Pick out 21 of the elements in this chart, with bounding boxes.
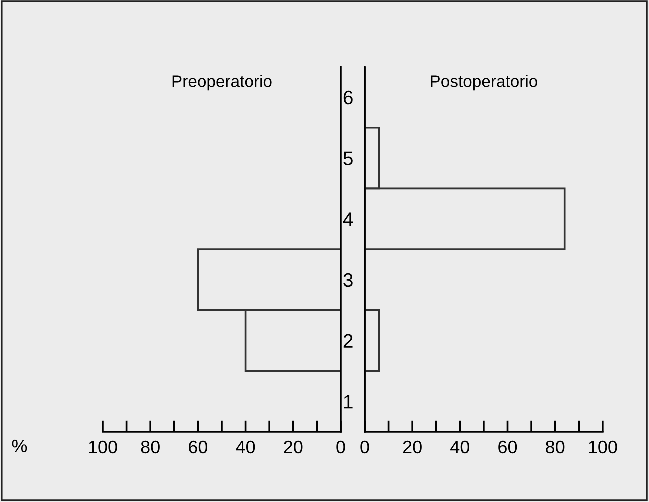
y-tick-label: 2 xyxy=(344,334,353,348)
x-tick-label: 80 xyxy=(141,440,160,454)
x-tick-label: 100 xyxy=(89,440,118,454)
x-tick-label: 80 xyxy=(546,440,565,454)
x-axis-title: % xyxy=(12,440,28,453)
x-tick-label: 0 xyxy=(360,440,370,454)
x-tick-label: 100 xyxy=(589,440,618,454)
x-tick-label: 20 xyxy=(284,440,303,454)
x-tick-label: 0 xyxy=(336,440,346,454)
x-tick-label: 20 xyxy=(403,440,422,454)
y-tick-label: 1 xyxy=(344,395,353,409)
y-tick-label: 4 xyxy=(343,212,354,226)
x-tick-label: 40 xyxy=(450,440,470,454)
y-tick-label: 6 xyxy=(344,90,353,105)
y-tick-label: 5 xyxy=(344,152,353,166)
x-tick-label: 60 xyxy=(189,440,208,454)
chart-title: Preoperatorio xyxy=(172,75,272,91)
y-tick-label: 3 xyxy=(344,273,353,288)
x-tick-label: 40 xyxy=(236,440,256,454)
x-tick-label: 60 xyxy=(498,440,518,454)
chart-title: Postoperatorio xyxy=(431,75,538,91)
